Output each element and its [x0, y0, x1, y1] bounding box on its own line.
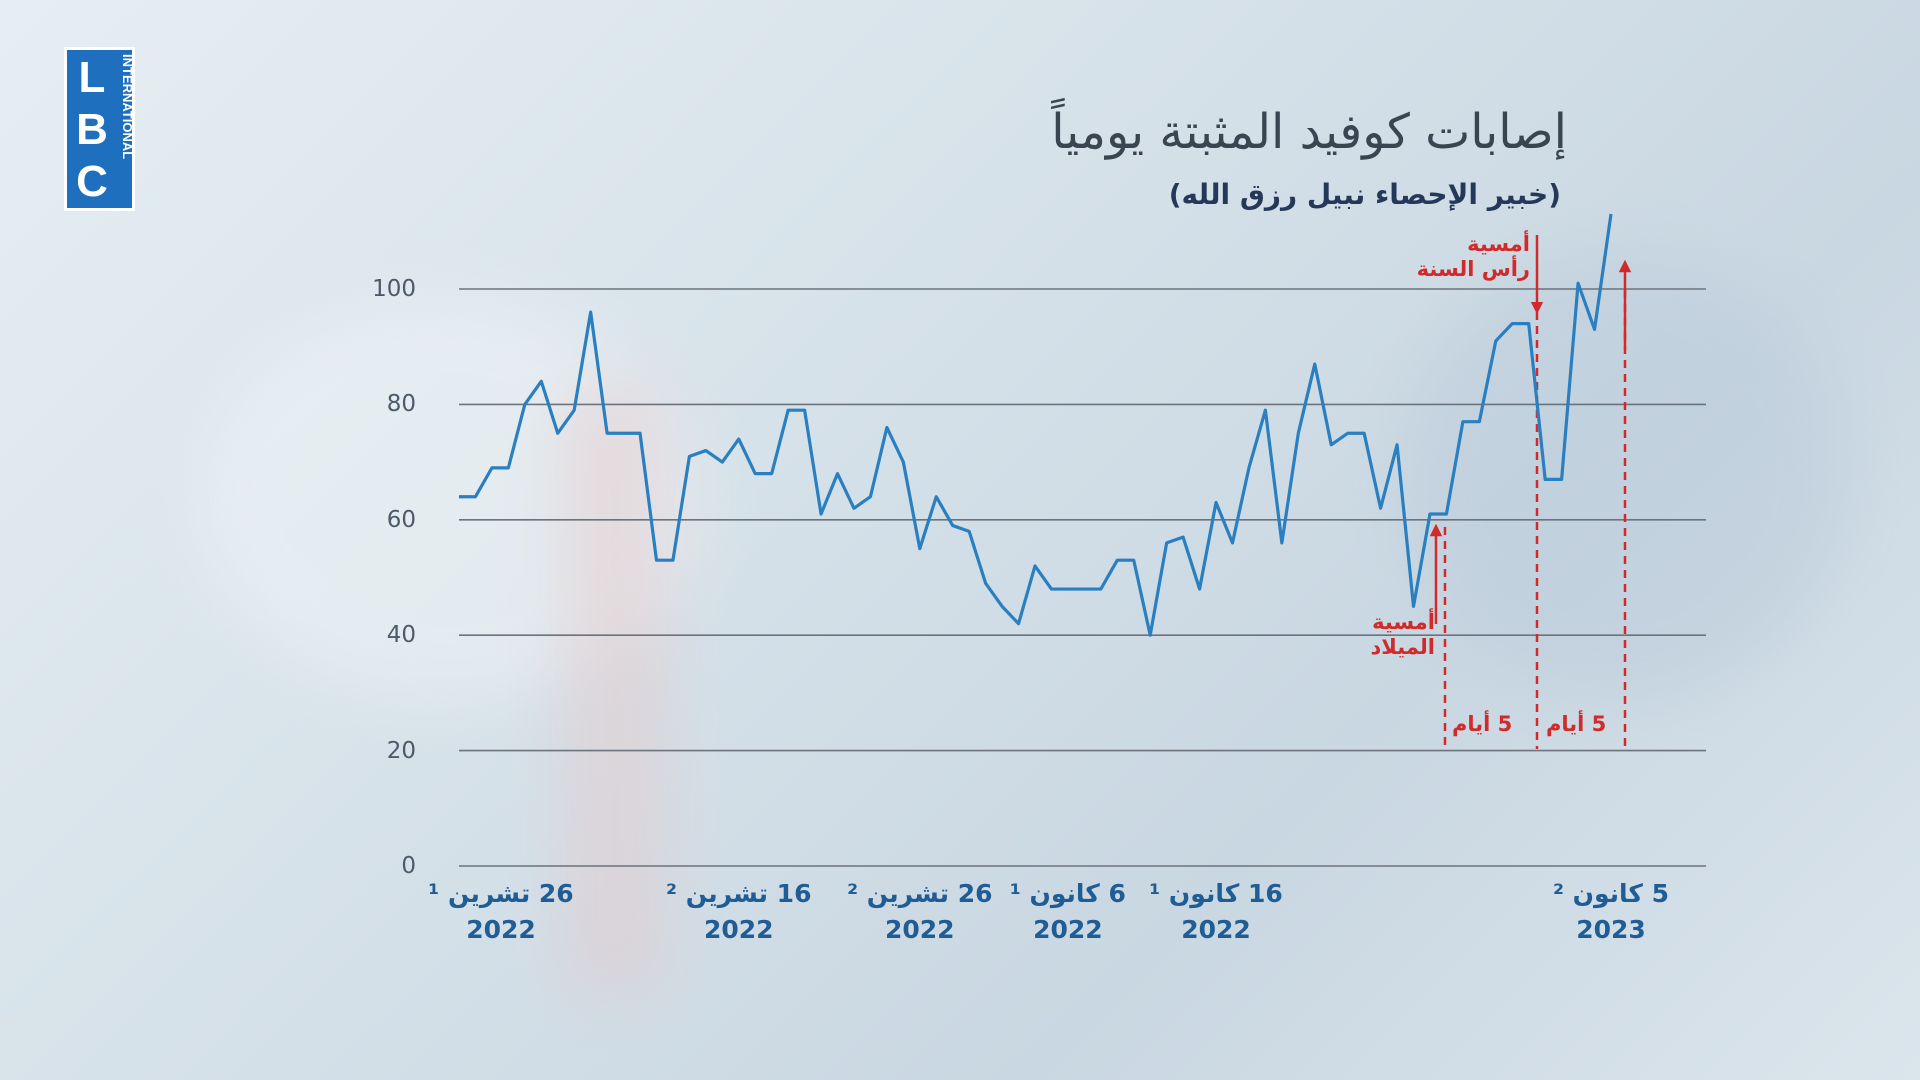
x-tick-label: 6 كانون ¹ 2022	[1009, 879, 1126, 944]
annotation: 5 أيام	[1452, 712, 1513, 736]
annotation: أمسية رأس السنة	[1416, 232, 1530, 281]
plot	[459, 213, 1613, 637]
annotation-lines	[1429, 235, 1632, 749]
background-blur	[560, 380, 670, 1000]
logo: LBC INTERNATIONAL	[64, 47, 135, 211]
chart-subtitle: (خبير الإحصاء نبيل رزق الله)	[1168, 178, 1561, 211]
y-tick-label: 60	[386, 506, 416, 533]
annotation: أمسية الميلاد	[1370, 610, 1435, 659]
annotation: 5 أيام	[1546, 712, 1607, 736]
x-tick-label: 16 كانون ¹ 2022	[1149, 879, 1283, 944]
background-blur	[200, 300, 700, 700]
chart-title: إصابات كوفيد المثبتة يومياً	[1051, 104, 1567, 160]
y-tick-label: 80	[386, 391, 416, 418]
y-tick-label: 20	[386, 737, 416, 764]
logo-letters: LBC	[76, 53, 108, 206]
data-line	[459, 213, 1613, 637]
x-tick-label: 16 تشرين ² 2022	[666, 879, 812, 944]
x-tick-label: 26 تشرين ¹ 2022	[428, 879, 574, 944]
x-tick-label: 26 تشرين ² 2022	[847, 879, 993, 944]
x-tick-label: 5 كانون ² 2023	[1552, 879, 1670, 944]
grid	[459, 288, 1706, 867]
y-tick-label: 40	[386, 622, 416, 649]
y-tick-label: 100	[372, 276, 416, 302]
y-tick-label: 0	[401, 853, 416, 879]
